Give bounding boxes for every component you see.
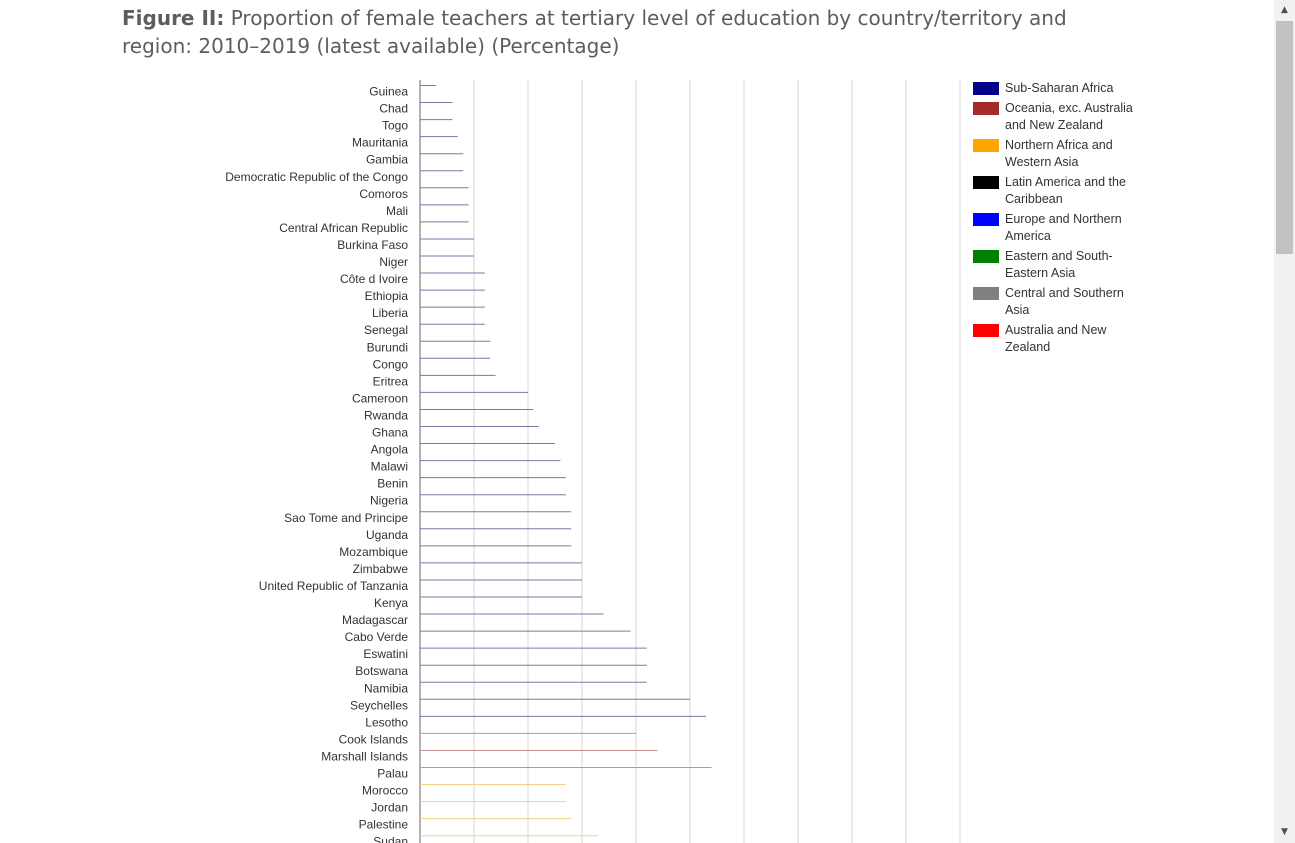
category-label: Togo bbox=[382, 119, 408, 133]
category-label: Mozambique bbox=[339, 545, 408, 559]
category-label: Comoros bbox=[359, 187, 408, 201]
chart-legend: Sub-Saharan Africa Oceania, exc. Australi… bbox=[973, 80, 1153, 359]
category-label: Morocco bbox=[362, 784, 408, 798]
category-label: Madagascar bbox=[342, 613, 408, 627]
category-label: Sudan bbox=[373, 835, 408, 843]
category-label: Gambia bbox=[366, 153, 408, 167]
category-label: United Republic of Tanzania bbox=[259, 579, 409, 593]
legend-label: Latin America and the Caribbean bbox=[1005, 175, 1126, 206]
legend-swatch bbox=[973, 250, 999, 263]
category-label: Liberia bbox=[372, 306, 408, 320]
legend-item[interactable]: Northern Africa and Western Asia bbox=[973, 137, 1153, 171]
scroll-down-arrow-icon[interactable]: ▼ bbox=[1281, 827, 1288, 837]
category-label: Jordan bbox=[371, 801, 408, 815]
legend-label: Oceania, exc. Australia and New Zealand bbox=[1005, 101, 1133, 132]
category-label: Côte d Ivoire bbox=[340, 272, 408, 286]
legend-label: Australia and New Zealand bbox=[1005, 323, 1107, 354]
legend-item[interactable]: Australia and New Zealand bbox=[973, 322, 1153, 356]
category-label: Seychelles bbox=[350, 698, 408, 712]
legend-label: Sub-Saharan Africa bbox=[1005, 81, 1114, 95]
category-label: Ethiopia bbox=[365, 289, 409, 303]
category-label: Palau bbox=[377, 767, 408, 781]
category-label: Mauritania bbox=[352, 136, 408, 150]
category-label: Namibia bbox=[364, 681, 408, 695]
legend-swatch bbox=[973, 176, 999, 189]
category-label: Lesotho bbox=[365, 715, 408, 729]
category-label: Nigeria bbox=[370, 494, 408, 508]
category-label: Burkina Faso bbox=[337, 238, 408, 252]
category-label: Uganda bbox=[366, 528, 408, 542]
category-label: Ghana bbox=[372, 426, 408, 440]
legend-item[interactable]: Europe and Northern America bbox=[973, 211, 1153, 245]
category-label: Sao Tome and Principe bbox=[284, 511, 408, 525]
category-label: Mali bbox=[386, 204, 408, 218]
category-label: Rwanda bbox=[364, 408, 408, 422]
category-label: Cameroon bbox=[352, 391, 408, 405]
category-label: Marshall Islands bbox=[321, 749, 408, 763]
figure-title: Figure II: Proportion of female teachers… bbox=[122, 4, 1142, 60]
scroll-up-arrow-icon[interactable]: ▲ bbox=[1281, 5, 1288, 15]
figure-label: Figure II: bbox=[122, 6, 225, 30]
category-label: Eritrea bbox=[373, 374, 409, 388]
vertical-scrollbar[interactable]: ▲ ▼ bbox=[1274, 0, 1295, 843]
legend-swatch bbox=[973, 287, 999, 300]
legend-item[interactable]: Eastern and South-Eastern Asia bbox=[973, 248, 1153, 282]
category-label: Zimbabwe bbox=[353, 562, 409, 576]
category-label: Eswatini bbox=[363, 647, 408, 661]
legend-item[interactable]: Central and Southern Asia bbox=[973, 285, 1153, 319]
category-label: Senegal bbox=[364, 323, 408, 337]
legend-label: Eastern and South-Eastern Asia bbox=[1005, 249, 1113, 280]
category-label: Botswana bbox=[355, 664, 408, 678]
category-label: Cabo Verde bbox=[345, 630, 409, 644]
category-label: Central African Republic bbox=[279, 221, 408, 235]
legend-swatch bbox=[973, 82, 999, 95]
legend-item[interactable]: Latin America and the Caribbean bbox=[973, 174, 1153, 208]
category-label: Malawi bbox=[371, 460, 408, 474]
scrollbar-thumb[interactable] bbox=[1276, 21, 1293, 254]
category-label: Palestine bbox=[359, 818, 409, 832]
legend-label: Europe and Northern America bbox=[1005, 212, 1122, 243]
category-label: Democratic Republic of the Congo bbox=[225, 170, 408, 184]
legend-label: Northern Africa and Western Asia bbox=[1005, 138, 1113, 169]
category-label: Congo bbox=[373, 357, 409, 371]
legend-item[interactable]: Oceania, exc. Australia and New Zealand bbox=[973, 100, 1153, 134]
legend-swatch bbox=[973, 139, 999, 152]
category-label: Burundi bbox=[367, 340, 408, 354]
figure-title-text: Proportion of female teachers at tertiar… bbox=[122, 6, 1067, 58]
category-label: Chad bbox=[379, 102, 408, 116]
legend-swatch bbox=[973, 102, 999, 115]
category-label: Niger bbox=[379, 255, 408, 269]
legend-item[interactable]: Sub-Saharan Africa bbox=[973, 80, 1153, 97]
legend-swatch bbox=[973, 324, 999, 337]
category-label: Benin bbox=[377, 477, 408, 491]
category-label: Guinea bbox=[369, 85, 408, 99]
legend-label: Central and Southern Asia bbox=[1005, 286, 1124, 317]
category-label: Kenya bbox=[374, 596, 408, 610]
category-label: Cook Islands bbox=[339, 732, 408, 746]
category-label: Angola bbox=[371, 443, 409, 457]
legend-swatch bbox=[973, 213, 999, 226]
